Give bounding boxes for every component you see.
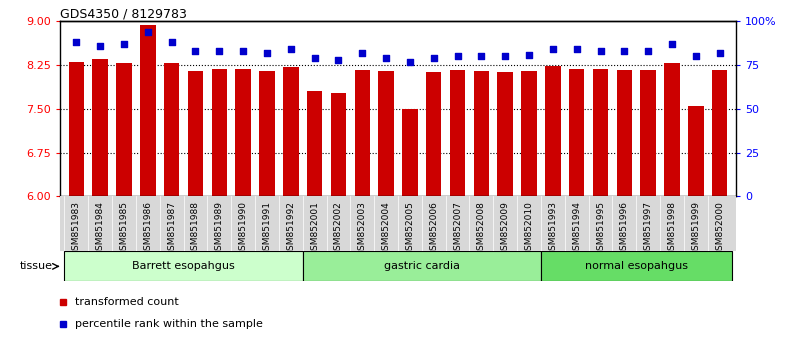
Bar xyxy=(664,63,680,196)
Bar xyxy=(450,70,466,196)
Point xyxy=(118,41,131,47)
Text: normal esopahgus: normal esopahgus xyxy=(585,261,688,272)
Bar xyxy=(593,69,608,196)
Text: GSM852008: GSM852008 xyxy=(477,201,486,256)
Bar xyxy=(688,106,704,196)
Text: GSM851995: GSM851995 xyxy=(596,201,605,256)
Point xyxy=(642,48,654,54)
Point xyxy=(499,53,512,59)
Bar xyxy=(545,65,560,196)
Bar xyxy=(116,63,132,196)
Point xyxy=(213,48,226,54)
Text: GSM851988: GSM851988 xyxy=(191,201,200,256)
Bar xyxy=(426,72,442,196)
Bar xyxy=(712,70,728,196)
Text: tissue: tissue xyxy=(20,261,53,272)
Text: GSM852009: GSM852009 xyxy=(501,201,509,256)
Text: GDS4350 / 8129783: GDS4350 / 8129783 xyxy=(60,7,186,20)
Point xyxy=(475,53,488,59)
Point xyxy=(689,53,702,59)
Point xyxy=(142,29,154,35)
Bar xyxy=(140,25,155,196)
Bar xyxy=(212,69,227,196)
Point xyxy=(308,55,321,61)
Bar xyxy=(521,72,537,196)
Bar xyxy=(569,69,584,196)
Bar xyxy=(283,67,298,196)
Point xyxy=(665,41,678,47)
Text: GSM851985: GSM851985 xyxy=(119,201,128,256)
Point xyxy=(236,48,249,54)
Text: GSM852006: GSM852006 xyxy=(429,201,439,256)
Bar xyxy=(92,59,108,196)
Bar xyxy=(378,72,394,196)
Text: GSM851992: GSM851992 xyxy=(287,201,295,256)
Bar xyxy=(188,71,203,196)
Bar xyxy=(402,109,418,196)
Text: GSM851989: GSM851989 xyxy=(215,201,224,256)
Point xyxy=(284,46,297,52)
Bar xyxy=(617,70,632,196)
Point xyxy=(523,52,536,57)
Point xyxy=(332,57,345,63)
Bar xyxy=(68,62,84,196)
Bar xyxy=(498,72,513,196)
Bar xyxy=(541,251,732,281)
Point xyxy=(94,43,107,48)
Point xyxy=(594,48,607,54)
Text: percentile rank within the sample: percentile rank within the sample xyxy=(75,319,263,329)
Text: GSM851990: GSM851990 xyxy=(239,201,248,256)
Point xyxy=(570,46,583,52)
Text: gastric cardia: gastric cardia xyxy=(384,261,460,272)
Text: Barrett esopahgus: Barrett esopahgus xyxy=(132,261,235,272)
Text: GSM852005: GSM852005 xyxy=(405,201,415,256)
Text: GSM851991: GSM851991 xyxy=(263,201,271,256)
Point xyxy=(166,39,178,45)
Text: GSM851996: GSM851996 xyxy=(620,201,629,256)
Point xyxy=(547,46,560,52)
Text: GSM851998: GSM851998 xyxy=(668,201,677,256)
Text: GSM851999: GSM851999 xyxy=(691,201,700,256)
Bar xyxy=(64,251,302,281)
Text: GSM851984: GSM851984 xyxy=(96,201,105,256)
Point xyxy=(356,50,369,56)
Text: GSM852001: GSM852001 xyxy=(310,201,319,256)
Point xyxy=(713,50,726,56)
Text: GSM851994: GSM851994 xyxy=(572,201,581,256)
Bar xyxy=(236,69,251,196)
Text: GSM851993: GSM851993 xyxy=(548,201,557,256)
Text: GSM851997: GSM851997 xyxy=(644,201,653,256)
Bar xyxy=(641,70,656,196)
Text: GSM852007: GSM852007 xyxy=(453,201,462,256)
Bar xyxy=(259,71,275,196)
Text: transformed count: transformed count xyxy=(75,297,178,307)
Point xyxy=(380,55,392,61)
Text: GSM851983: GSM851983 xyxy=(72,201,81,256)
Bar xyxy=(330,92,346,196)
Text: GSM852004: GSM852004 xyxy=(381,201,391,256)
Point xyxy=(427,55,440,61)
Point xyxy=(189,48,202,54)
Bar xyxy=(302,251,541,281)
Bar xyxy=(164,63,179,196)
Text: GSM852002: GSM852002 xyxy=(334,201,343,256)
Bar xyxy=(354,70,370,196)
Text: GSM852003: GSM852003 xyxy=(357,201,367,256)
Point xyxy=(70,39,83,45)
Text: GSM851987: GSM851987 xyxy=(167,201,176,256)
Point xyxy=(404,59,416,64)
Bar xyxy=(474,71,489,196)
Text: GSM852010: GSM852010 xyxy=(525,201,533,256)
Text: GSM852000: GSM852000 xyxy=(715,201,724,256)
Point xyxy=(618,48,630,54)
Point xyxy=(451,53,464,59)
Text: GSM851986: GSM851986 xyxy=(143,201,152,256)
Bar xyxy=(307,91,322,196)
Point xyxy=(260,50,273,56)
